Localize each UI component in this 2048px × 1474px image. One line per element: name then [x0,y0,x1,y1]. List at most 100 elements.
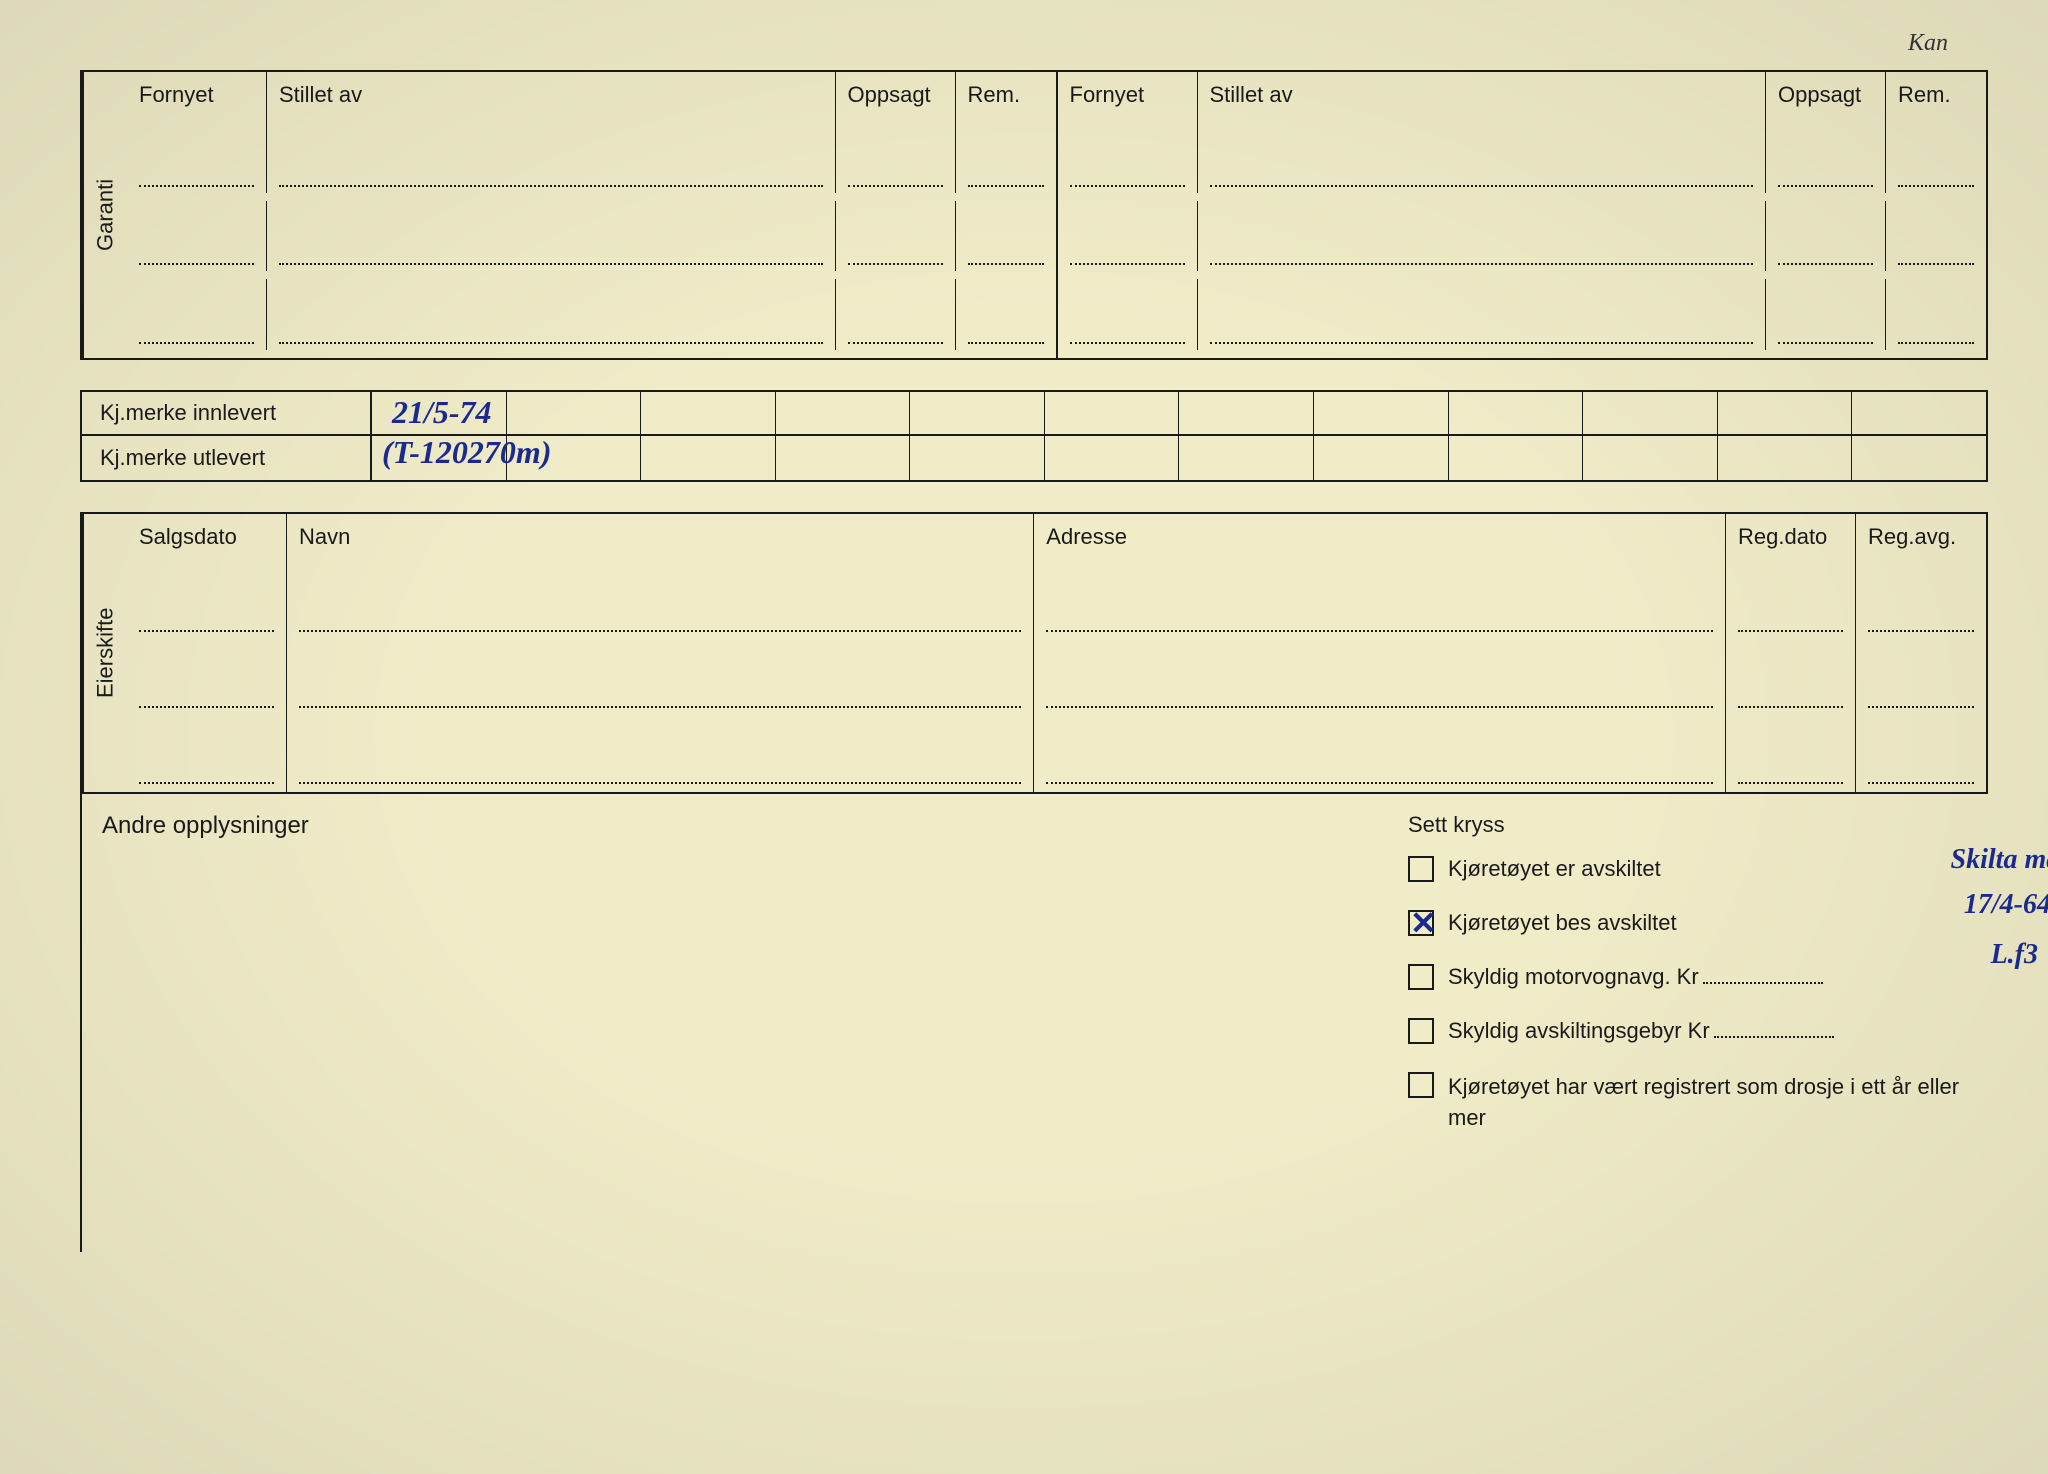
kjmerke-cells [372,392,1986,434]
cell [1034,640,1726,716]
header-stillet-av: Stillet av [267,72,836,122]
kjmerke-cell [910,392,1045,434]
cell [1886,201,1986,272]
checkbox-row-avskiltingsgebyr: Skyldig avskiltingsgebyr Kr [1408,1018,1968,1044]
cell [1034,716,1726,792]
eierskifte-table: Salgsdato Navn Adresse Reg.dato Reg.avg. [127,514,1986,792]
kjmerke-cell [507,392,642,434]
cell [956,122,1056,193]
kjmerke-innlevert-row: Kj.merke innlevert [82,392,1986,436]
cell [1886,122,1986,193]
checkbox-row-motorvognavg: Skyldig motorvognavg. Kr [1408,964,1968,990]
kjmerke-cell [1045,392,1180,434]
kjmerke-cell [776,436,911,480]
header-rem: Rem. [1886,72,1986,122]
eierskifte-label: Eierskifte [82,514,127,792]
eierskifte-row [127,564,1986,640]
eierskifte-row [127,716,1986,792]
checkbox-motorvognavg[interactable] [1408,964,1434,990]
kjmerke-cell [1449,436,1584,480]
checkbox-label: Kjøretøyet har vært registrert som drosj… [1448,1072,1968,1134]
checkbox-label: Skyldig avskiltingsgebyr Kr [1448,1018,1710,1044]
kjmerke-utlevert-row: Kj.merke utlevert [82,436,1986,480]
handwritten-note-3: L.f3 [1991,939,2038,971]
eierskifte-rows [127,564,1986,792]
kjmerke-cell [1583,436,1718,480]
header-regdato: Reg.dato [1726,514,1856,564]
cell [127,640,287,716]
cell [127,122,267,193]
kjmerke-cell [1045,436,1180,480]
checkbox-row-avskiltet: Kjøretøyet er avskiltet [1408,856,1968,882]
document-page: Kan Garanti Fornyet Stillet av Oppsagt R… [0,0,2048,1474]
cell [956,201,1056,272]
cell [1726,564,1856,640]
cell [1058,122,1198,193]
cell [1726,640,1856,716]
garanti-rows-left [127,122,1056,358]
kjmerke-cell [1314,392,1449,434]
andre-opplysninger-area: Andre opplysninger [82,794,1388,1252]
cell [836,122,956,193]
handwritten-note-2: 17/4-64. [1964,889,2048,921]
garanti-row [127,122,1056,201]
header-oppsagt: Oppsagt [1766,72,1886,122]
header-fornyet: Fornyet [1058,72,1198,122]
kjmerke-cell [1179,392,1314,434]
cell [1726,716,1856,792]
checkbox-drosje[interactable] [1408,1072,1434,1098]
checkbox-row-bes-avskiltet: Kjøretøyet bes avskiltet [1408,910,1968,936]
garanti-row [1058,122,1987,201]
garanti-rows-right [1058,122,1987,358]
garanti-header-left: Fornyet Stillet av Oppsagt Rem. [127,72,1056,122]
eierskifte-row [127,640,1986,716]
kjmerke-cell [1314,436,1449,480]
header-fornyet: Fornyet [127,72,267,122]
cell [287,640,1034,716]
motorvognavg-value [1703,970,1823,984]
kjmerke-cell [910,436,1045,480]
checkbox-bes-avskiltet[interactable] [1408,910,1434,936]
garanti-row [127,201,1056,280]
kjmerke-cell [1852,392,1986,434]
header-stillet-av: Stillet av [1198,72,1767,122]
kjmerke-innlevert-label: Kj.merke innlevert [82,392,372,434]
checkbox-avskiltet[interactable] [1408,856,1434,882]
checkbox-row-drosje: Kjøretøyet har vært registrert som drosj… [1408,1072,1968,1134]
header-rem: Rem. [956,72,1056,122]
checkbox-label: Skyldig motorvognavg. Kr [1448,964,1699,990]
cell [127,564,287,640]
andre-section: Andre opplysninger Sett kryss Kjøretøyet… [80,792,1988,1252]
cell [1856,640,1986,716]
cell [287,564,1034,640]
cell [287,716,1034,792]
garanti-row [1058,201,1987,280]
cell [267,279,836,350]
cell [836,201,956,272]
cell [1058,201,1198,272]
header-navn: Navn [287,514,1034,564]
kjmerke-cell [1583,392,1718,434]
handwritten-ref: (T-120270m) [382,434,551,471]
garanti-table: Fornyet Stillet av Oppsagt Rem. [127,72,1986,358]
cell [1856,564,1986,640]
kjmerke-cell [1718,436,1853,480]
header-salgsdato: Salgsdato [127,514,287,564]
kjmerke-cell [1718,392,1853,434]
kjmerke-cell [641,436,776,480]
kjmerke-utlevert-label: Kj.merke utlevert [82,436,372,480]
cell [1034,564,1726,640]
andre-title: Andre opplysninger [102,812,309,839]
cell [1198,122,1767,193]
cell [267,122,836,193]
cell [836,279,956,350]
cell [127,279,267,350]
header-adresse: Adresse [1034,514,1726,564]
garanti-right-half: Fornyet Stillet av Oppsagt Rem. [1058,72,1987,358]
handwritten-note-1: Skilta mat [1951,844,2048,876]
checkbox-avskiltingsgebyr[interactable] [1408,1018,1434,1044]
sett-kryss-area: Sett kryss Kjøretøyet er avskiltet Kjøre… [1388,794,1988,1252]
handwritten-date: 21/5-74 [392,394,492,431]
cell [127,201,267,272]
garanti-section: Garanti Fornyet Stillet av Oppsagt Rem. [80,70,1988,360]
